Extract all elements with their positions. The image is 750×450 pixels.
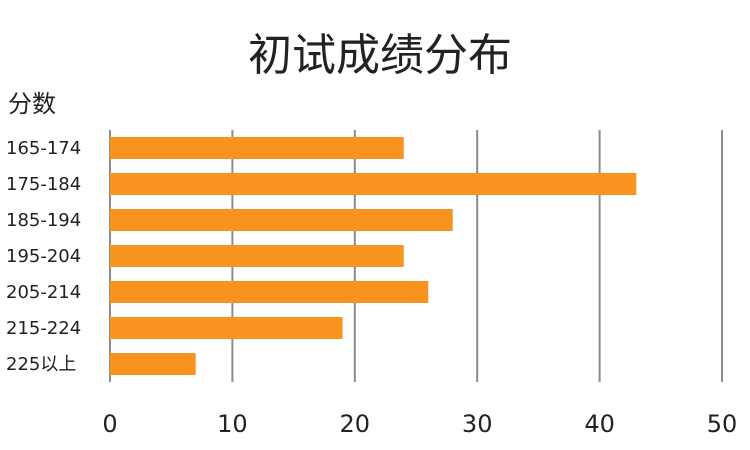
bar: [110, 353, 196, 375]
bar: [110, 317, 343, 339]
x-tick-labels: 0 10 20 30 40 50: [102, 410, 737, 438]
x-tick-label: 0: [102, 410, 117, 438]
x-tick-label: 30: [462, 410, 493, 438]
x-tick-label: 10: [217, 410, 248, 438]
x-tick-label: 20: [340, 410, 371, 438]
bar: [110, 137, 404, 159]
bar: [110, 173, 637, 195]
category-label: 195-204: [6, 246, 81, 267]
category-label: 215-224: [6, 318, 81, 339]
x-tick-label: 50: [707, 410, 738, 438]
category-label: 165-174: [6, 138, 81, 159]
category-labels: 165-174 175-184 185-194 195-204 205-214 215-2…: [6, 138, 81, 375]
chart-title: 初试成绩分布: [248, 30, 512, 81]
x-tick-label: 40: [584, 410, 615, 438]
category-label: 205-214: [6, 282, 81, 303]
y-axis-label: 分数: [8, 90, 56, 118]
bar: [110, 245, 404, 267]
category-label: 225以上: [6, 354, 76, 375]
bars: [110, 137, 637, 375]
category-label: 175-184: [6, 174, 81, 195]
category-label: 185-194: [6, 210, 81, 231]
bar: [110, 281, 429, 303]
bar: [110, 209, 453, 231]
